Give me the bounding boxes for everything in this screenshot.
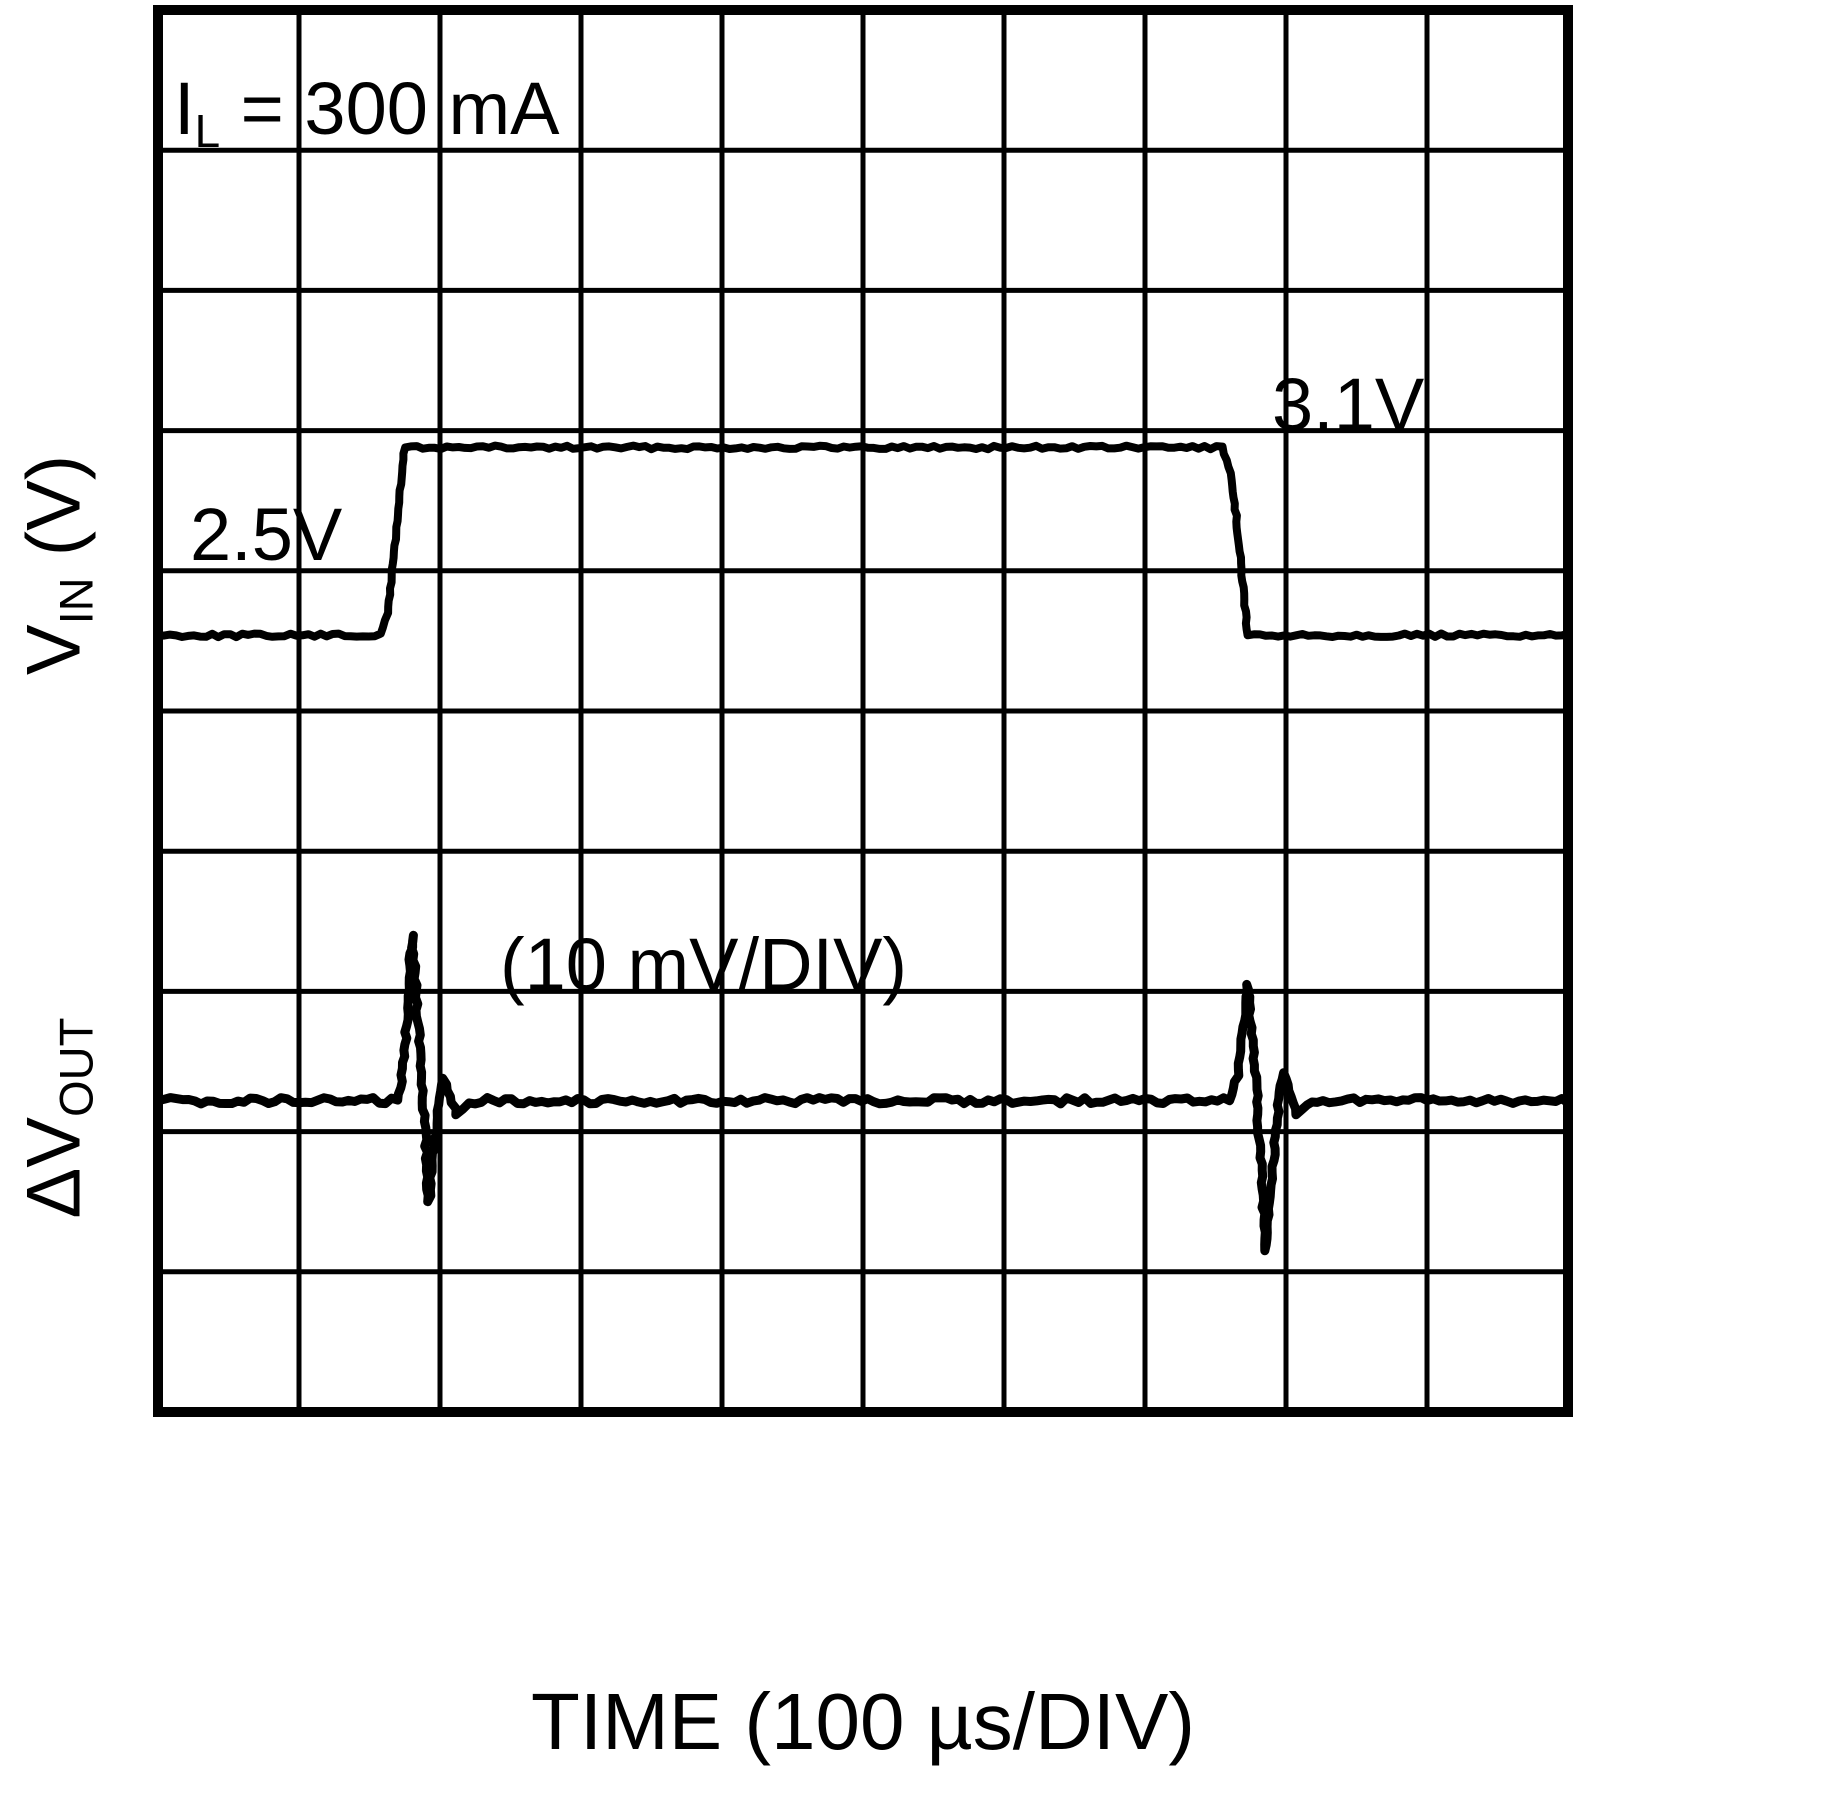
load-current-annotation: IL = 300 mA	[174, 72, 559, 155]
time-axis-label: TIME (100 µs/DIV)	[531, 1677, 1195, 1766]
load-current-symbol: I	[174, 67, 195, 150]
vout-trace	[153, 930, 1573, 1256]
vin-axis-symbol: V	[11, 624, 97, 676]
vout-axis-label: ΔVOUT	[11, 1018, 102, 1219]
vout-axis-subscript: OUT	[49, 1017, 103, 1117]
grid-lines	[158, 10, 1568, 1412]
vin-axis-subscript: IN	[49, 577, 103, 625]
high-level-annotation: 3.1V	[1272, 363, 1425, 446]
vout-scale-annotation: (10 mV/DIV)	[500, 923, 908, 1006]
load-current-value: = 300 mA	[220, 67, 560, 150]
plot-border	[153, 5, 1573, 1417]
vin-axis-label: VIN (V)	[11, 455, 102, 675]
vin-axis-units: (V)	[11, 454, 97, 578]
low-level-annotation: 2.5V	[190, 493, 343, 576]
load-current-subscript: L	[194, 104, 221, 157]
vout-axis-symbol: ΔV	[11, 1116, 97, 1219]
vin-trace	[154, 441, 1572, 642]
